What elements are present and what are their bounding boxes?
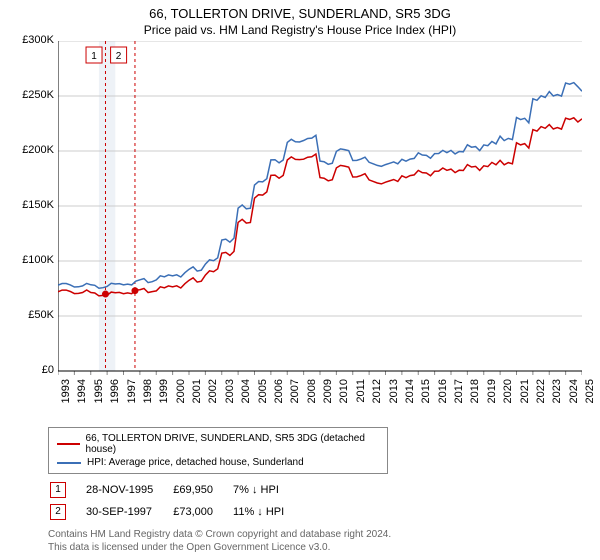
x-axis-label: 1997 xyxy=(126,379,138,409)
x-axis-label: 1994 xyxy=(76,379,88,409)
marker-badge-2: 2 xyxy=(50,504,66,520)
marker-table: 1 28-NOV-1995 £69,950 7% ↓ HPI 2 30-SEP-… xyxy=(48,478,304,524)
x-axis-label: 1996 xyxy=(109,379,121,409)
y-axis-label: £0 xyxy=(14,364,54,376)
x-axis-label: 2023 xyxy=(551,379,563,409)
x-axis-label: 2001 xyxy=(191,379,203,409)
x-axis-label: 2009 xyxy=(322,379,334,409)
x-axis-label: 2019 xyxy=(486,379,498,409)
legend-swatch-property xyxy=(57,443,80,445)
chart-title: 66, TOLLERTON DRIVE, SUNDERLAND, SR5 3DG xyxy=(0,0,600,21)
x-axis-label: 2025 xyxy=(584,379,596,409)
x-axis-label: 2017 xyxy=(453,379,465,409)
x-axis-label: 1995 xyxy=(93,379,105,409)
x-axis-label: 2013 xyxy=(388,379,400,409)
y-axis-label: £100K xyxy=(14,254,54,266)
x-axis-label: 2024 xyxy=(568,379,580,409)
x-axis-label: 2002 xyxy=(207,379,219,409)
x-axis-label: 2020 xyxy=(502,379,514,409)
x-axis-label: 2003 xyxy=(224,379,236,409)
x-axis-label: 2006 xyxy=(273,379,285,409)
x-axis-label: 1993 xyxy=(60,379,72,409)
legend-label-hpi: HPI: Average price, detached house, Sund… xyxy=(87,457,304,468)
legend-row-hpi: HPI: Average price, detached house, Sund… xyxy=(57,456,379,469)
x-axis-label: 2021 xyxy=(519,379,531,409)
x-axis-label: 2007 xyxy=(289,379,301,409)
footer-line: This data is licensed under the Open Gov… xyxy=(48,541,600,554)
x-axis-label: 2008 xyxy=(306,379,318,409)
x-axis-label: 2010 xyxy=(338,379,350,409)
marker-date: 28-NOV-1995 xyxy=(86,480,171,500)
table-row: 1 28-NOV-1995 £69,950 7% ↓ HPI xyxy=(50,480,302,500)
plot-svg: 12 xyxy=(58,41,582,411)
footer-line: Contains HM Land Registry data © Crown c… xyxy=(48,528,600,541)
chart-area: 12 £0£50K£100K£150K£200K£250K£300K199319… xyxy=(10,41,590,421)
y-axis-label: £150K xyxy=(14,199,54,211)
x-axis-label: 2005 xyxy=(257,379,269,409)
marker-badge-1: 1 xyxy=(50,482,66,498)
x-axis-label: 2014 xyxy=(404,379,416,409)
legend-swatch-hpi xyxy=(57,462,81,464)
y-axis-label: £300K xyxy=(14,34,54,46)
x-axis-label: 2000 xyxy=(175,379,187,409)
legend-row-property: 66, TOLLERTON DRIVE, SUNDERLAND, SR5 3DG… xyxy=(57,432,379,456)
x-axis-label: 1999 xyxy=(158,379,170,409)
legend-label-property: 66, TOLLERTON DRIVE, SUNDERLAND, SR5 3DG… xyxy=(86,433,379,455)
x-axis-label: 1998 xyxy=(142,379,154,409)
marker-delta: 11% ↓ HPI xyxy=(233,502,302,522)
table-row: 2 30-SEP-1997 £73,000 11% ↓ HPI xyxy=(50,502,302,522)
x-axis-label: 2015 xyxy=(420,379,432,409)
y-axis-label: £250K xyxy=(14,89,54,101)
chart-subtitle: Price paid vs. HM Land Registry's House … xyxy=(0,21,600,41)
y-axis-label: £50K xyxy=(14,309,54,321)
marker-price: £73,000 xyxy=(173,502,231,522)
marker-delta: 7% ↓ HPI xyxy=(233,480,302,500)
legend: 66, TOLLERTON DRIVE, SUNDERLAND, SR5 3DG… xyxy=(48,427,388,474)
y-axis-label: £200K xyxy=(14,144,54,156)
x-axis-label: 2012 xyxy=(371,379,383,409)
x-axis-label: 2022 xyxy=(535,379,547,409)
x-axis-label: 2018 xyxy=(469,379,481,409)
svg-text:2: 2 xyxy=(116,51,122,62)
marker-date: 30-SEP-1997 xyxy=(86,502,171,522)
marker-price: £69,950 xyxy=(173,480,231,500)
svg-text:1: 1 xyxy=(91,51,97,62)
x-axis-label: 2016 xyxy=(437,379,449,409)
x-axis-label: 2004 xyxy=(240,379,252,409)
footer: Contains HM Land Registry data © Crown c… xyxy=(48,528,600,554)
x-axis-label: 2011 xyxy=(355,379,367,409)
